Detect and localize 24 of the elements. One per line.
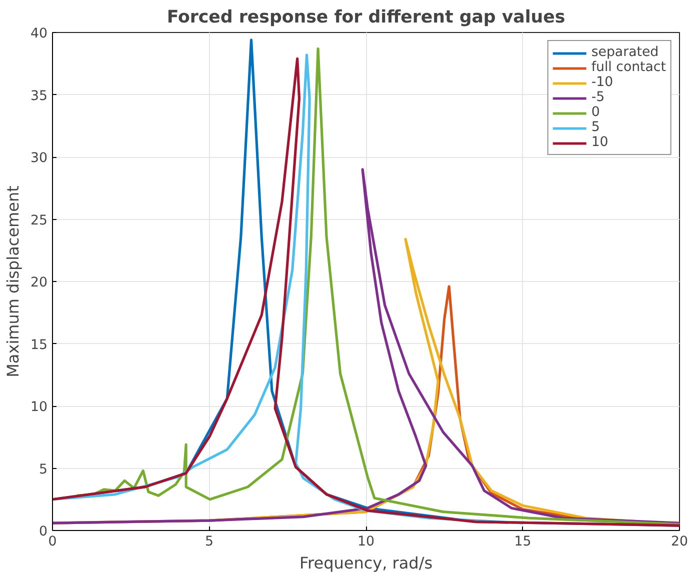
x-tick-label: 20 [671,534,688,550]
legend-label: separated [591,45,659,60]
y-tick-label: 40 [30,26,48,42]
x-tick-label: 10 [358,534,374,550]
line-series [52,168,680,524]
y-tick-label: 30 [30,151,48,166]
y-tick-label: 35 [30,88,48,104]
x-axis-title: Frequency, rad/s [299,554,433,572]
legend-label: full contact [591,60,666,75]
y-axis-title: Maximum displacement [4,186,23,378]
x-tick-label: 15 [514,534,532,550]
legend-label: -10 [591,75,614,90]
chart-title: Forced response for different gap values [166,8,566,28]
legend-label: -5 [591,90,606,105]
y-tick-label: 5 [39,462,48,478]
x-tick-label: 5 [205,534,214,550]
y-tick-label: 25 [30,213,48,228]
y-tick-label: 0 [39,524,48,540]
y-tick-label: 20 [30,276,48,290]
y-tick-label: 15 [30,338,48,353]
y-tick-label: 10 [30,400,48,415]
legend-label: 5 [591,120,601,135]
legend-label: 0 [591,105,601,120]
legend-label: 10 [591,135,610,150]
